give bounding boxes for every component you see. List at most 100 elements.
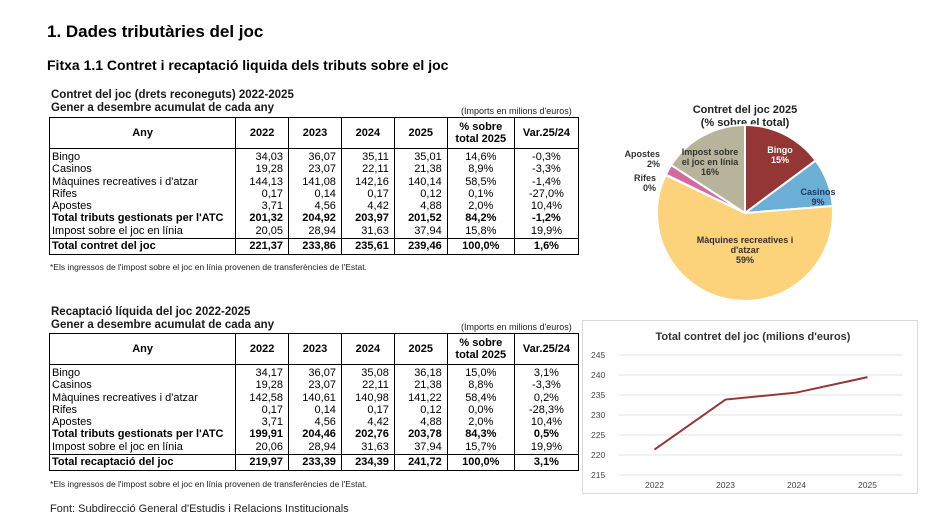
pie-data-label: 0% [643,183,656,193]
pie-data-label: 15% [771,155,789,165]
value-2025: 239,46 [393,238,448,256]
row-label: Total tributs gestionats per l'ATC [48,212,237,225]
value-2025: 35,01 [393,148,448,164]
table-row: Apostes 3,71 4,56 4,42 4,88 2,0% 10,4% [48,200,580,213]
value-2022: 19,28 [235,379,290,392]
pct-total: 58,4% [446,391,515,404]
line-chart-svg: Total contret del joc (milions d'euros) 2… [591,331,903,490]
pie-chart-svg: Contret del joc 2025(% sobre el total) Bi… [624,104,836,302]
y-tick-label: 225 [591,430,605,440]
column-header: % sobre total 2025 [446,333,515,365]
value-2025: 21,38 [393,163,448,176]
value-2025: 241,72 [393,454,448,472]
value-2022: 142,58 [235,391,290,404]
value-2025: 21,38 [393,379,448,392]
variation: 3,1% [513,364,580,380]
table-row: Casinos 19,28 23,07 22,11 21,38 8,8% -3,3% [48,379,580,392]
variation: -3,3% [513,379,580,392]
variation: 10,4% [513,200,580,213]
row-label: Rifes [48,403,237,417]
value-2025: 36,18 [393,364,448,380]
pct-total: 8,9% [446,163,515,176]
variation: 0,5% [513,428,580,441]
value-2022: 144,13 [235,175,290,188]
value-2025: 4,88 [393,416,448,429]
table-row: Total contret del joc 221,37 233,86 235,61 2… [48,238,580,256]
value-2023: 140,61 [288,391,342,404]
table-row: Total recaptació del joc 219,97 233,39 234,… [48,454,580,472]
pie-data-label: d'atzar [731,245,760,255]
value-2024: 235,61 [340,238,395,256]
column-header: 2024 [340,117,395,149]
table-row: Total tributs gestionats per l'ATC 201,32… [48,212,580,225]
pie-chart: Contret del joc 2025 (% sobre el total) Bi… [590,95,890,310]
pct-total: 84,3% [446,428,515,441]
pct-total: 58,5% [446,175,515,188]
value-2024: 31,63 [340,224,395,239]
value-2023: 28,94 [288,224,342,239]
pie-data-label: 59% [736,255,754,265]
x-tick-label: 2022 [645,480,664,490]
table2-title: Recaptació líquida del joc 2022-2025 [51,306,251,318]
table-row: Màquines recreatives i d'atzar 142,58 140,… [48,391,580,404]
table-row: Impost sobre el joc en línia 20,06 28,94 31… [48,440,580,455]
page-subtitle: Fitxa 1.1 Contret i recaptació liquida d… [47,57,449,73]
value-2023: 204,46 [288,428,342,441]
column-header: Any [48,333,237,365]
pie-title: Contret del joc 2025 [693,104,798,116]
variation: -1,2% [513,212,580,225]
y-tick-label: 215 [591,470,605,480]
series-line [653,376,868,451]
table2-units: (Imports en milions d'euros) [461,322,572,332]
table-row: Rifes 0,17 0,14 0,17 0,12 0,1% -27,0% [48,187,580,201]
value-2023: 141,08 [288,175,342,188]
row-label: Total contret del joc [48,238,237,256]
pct-total: 8,8% [446,379,515,392]
column-header: 2023 [288,333,342,365]
value-2022: 34,03 [235,148,290,164]
column-header: Any [48,117,237,149]
row-label: Màquines recreatives i d'atzar [48,391,237,404]
page-title: 1. Dades tributàries del joc [47,22,264,41]
value-2024: 202,76 [340,428,395,441]
value-2023: 23,07 [288,163,342,176]
value-2022: 221,37 [235,238,290,256]
table2-note: *Els ingressos de l'impost sobre el joc … [50,479,367,489]
table1-subtitle: Gener a desembre acumulat de cada any [51,102,275,114]
recaptacio-table: Any 2022 2023 2024 2025% sobre total 2025 Var.… [48,333,580,472]
row-label: Total tributs gestionats per l'ATC [48,428,237,441]
x-tick-label: 2024 [787,480,806,490]
pct-total: 84,2% [446,212,515,225]
value-2024: 35,11 [340,148,395,164]
value-2024: 142,16 [340,175,395,188]
row-label: Impost sobre el joc en línia [48,440,237,455]
x-tick-label: 2023 [716,480,735,490]
row-label: Bingo [48,364,237,380]
table-row: Total tributs gestionats per l'ATC 199,91… [48,428,580,441]
row-label: Casinos [48,379,237,392]
variation: -27,0% [513,187,580,201]
contret-table: Any 2022 2023 2024 2025% sobre total 2025 Var.… [48,117,580,256]
value-2024: 4,42 [340,200,395,213]
variation: 19,9% [513,224,580,239]
table-row: Bingo 34,03 36,07 35,11 35,01 14,6% -0,3% [48,148,580,164]
column-header: 2023 [288,117,342,149]
row-label: Màquines recreatives i d'atzar [48,175,237,188]
pie-slice [656,173,834,302]
column-header: Var.25/24 [513,117,580,149]
value-2025: 4,88 [393,200,448,213]
value-2024: 0,17 [340,187,395,201]
column-header: 2022 [235,333,290,365]
row-label: Apostes [48,416,237,429]
column-header: 2025 [393,117,448,149]
value-2022: 19,28 [235,163,290,176]
value-2025: 201,52 [393,212,448,225]
value-2022: 0,17 [235,187,290,201]
pie-data-label: Rifes [634,173,656,183]
row-label: Rifes [48,187,237,201]
pct-total: 100,0% [446,454,515,472]
value-2025: 37,94 [393,440,448,455]
variation: 1,6% [513,238,580,256]
column-header: 2025 [393,333,448,365]
line-chart-title: Total contret del joc (milions d'euros) [656,331,851,343]
